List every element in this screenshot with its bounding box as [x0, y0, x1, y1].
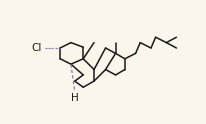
Text: Cl: Cl [31, 43, 42, 53]
Text: H: H [71, 93, 79, 103]
